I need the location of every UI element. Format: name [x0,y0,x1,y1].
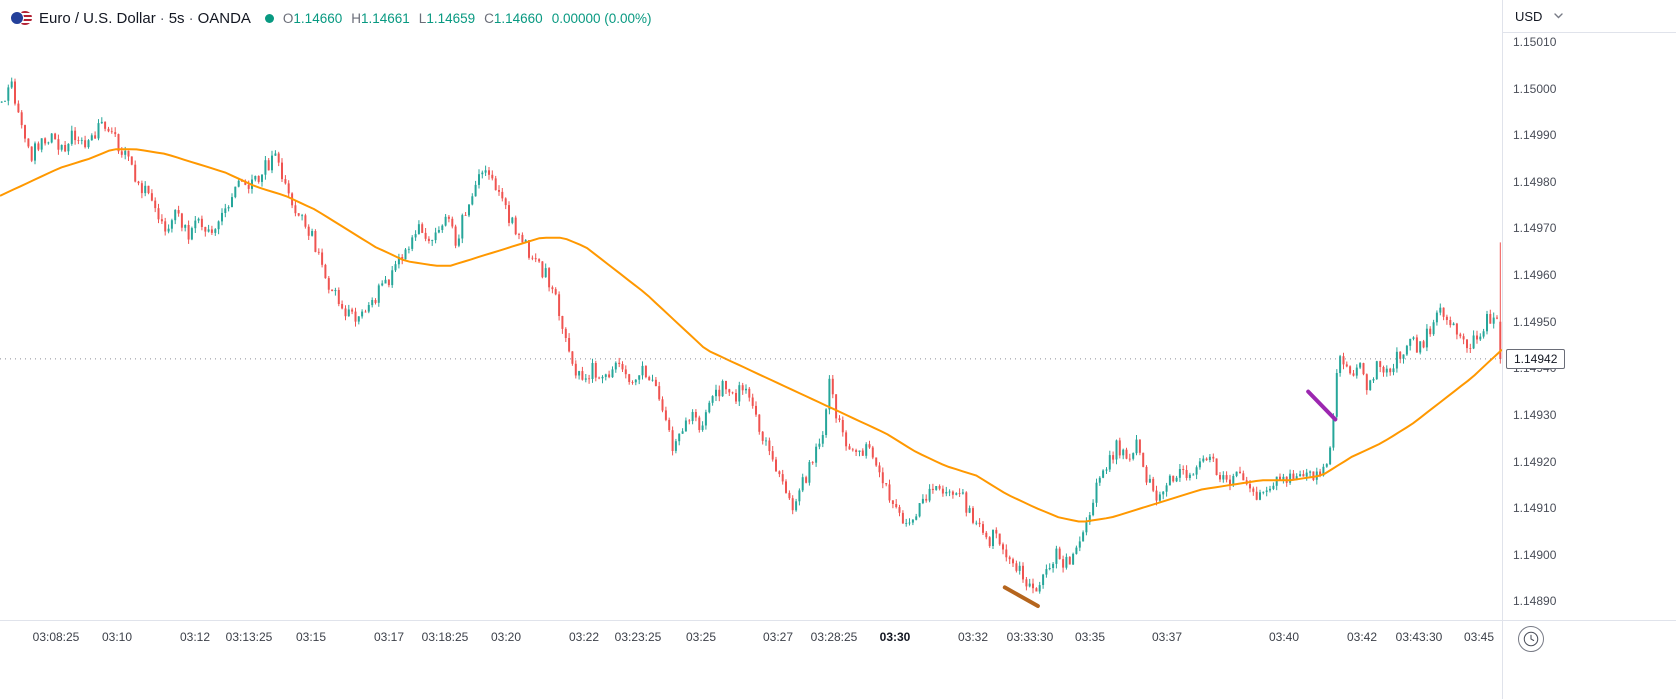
time-axis[interactable]: 03:08:25 03:10 03:12 03:13:25 03:15 03:17 03:1… [0,620,1676,699]
price-tick: 1.14920 [1513,454,1557,469]
price-tick: 1.14990 [1513,128,1557,143]
time-tick: 03:43:30 [1395,630,1443,644]
symbol-logo-icon [10,8,32,28]
time-tick: 03:18:25 [421,630,469,644]
chart-pane[interactable]: Euro / U.S. Dollar · 5s · OANDA O1.14660 H1.… [0,0,1502,620]
clock-icon [1523,631,1539,647]
interval-label: 5s [168,9,185,27]
time-tick: 03:12 [179,630,211,644]
time-tick: 03:40 [1268,630,1300,644]
time-tick: 03:22 [568,630,600,644]
price-tick: 1.14960 [1513,268,1557,283]
price-tick: 1.14980 [1513,174,1557,189]
symbol-title[interactable]: Euro / U.S. Dollar · 5s · OANDA [39,10,251,27]
eur-flag-icon [10,11,24,25]
separator: · [159,9,165,27]
currency-label: USD [1515,8,1543,24]
time-tick: 03:08:25 [32,630,80,644]
time-tick: 03:30 [879,630,911,644]
open-value: O1.14660 [282,10,343,26]
time-tick: 03:20 [490,630,522,644]
low-value: L1.14659 [418,10,476,26]
time-tick: 03:42 [1346,630,1378,644]
last-price-label: 1.14942 [1506,348,1566,369]
price-axis[interactable]: USD 1.15010 1.15000 1.14990 1.14980 1.14970 1… [1502,0,1676,620]
chart-legend: Euro / U.S. Dollar · 5s · OANDA O1.14660 H1.… [10,8,661,28]
price-tick: 1.14890 [1513,594,1557,609]
close-value: C1.14660 [484,10,543,26]
ohlc-values: O1.14660 H1.14661 L1.14659 C1.14660 0.00… [283,11,661,26]
time-tick: 03:10 [101,630,133,644]
price-tick: 1.15000 [1513,81,1557,96]
price-tick: 1.14970 [1513,221,1557,236]
price-tick: 1.14930 [1513,407,1557,422]
price-tick: 1.14950 [1513,314,1557,329]
candlestick-canvas[interactable] [0,0,1502,620]
timezone-clock-button[interactable] [1518,626,1544,652]
change-value: 0.00000 (0.00%) [551,10,652,26]
time-tick: 03:37 [1151,630,1183,644]
high-value: H1.14661 [351,10,410,26]
time-tick: 03:15 [295,630,327,644]
time-tick: 03:17 [373,630,405,644]
price-tick: 1.14900 [1513,547,1557,562]
time-tick: 03:25 [685,630,717,644]
time-tick: 03:27 [762,630,794,644]
time-tick: 03:32 [957,630,989,644]
time-tick: 03:33:30 [1006,630,1054,644]
price-tick: 1.14910 [1513,501,1557,516]
exchange-label: OANDA [197,9,251,27]
price-tick: 1.15010 [1513,34,1557,49]
time-tick: 03:28:25 [810,630,858,644]
time-tick: 03:35 [1074,630,1106,644]
time-tick: 03:13:25 [225,630,273,644]
axis-separator [1502,621,1503,699]
time-tick: 03:45 [1463,630,1495,644]
separator: · [188,9,194,27]
currency-dropdown[interactable]: USD [1503,0,1676,33]
market-status-icon[interactable] [264,13,274,23]
chevron-down-icon [1554,13,1564,19]
time-tick: 03:23:25 [614,630,662,644]
symbol-name: Euro / U.S. Dollar [39,9,156,27]
